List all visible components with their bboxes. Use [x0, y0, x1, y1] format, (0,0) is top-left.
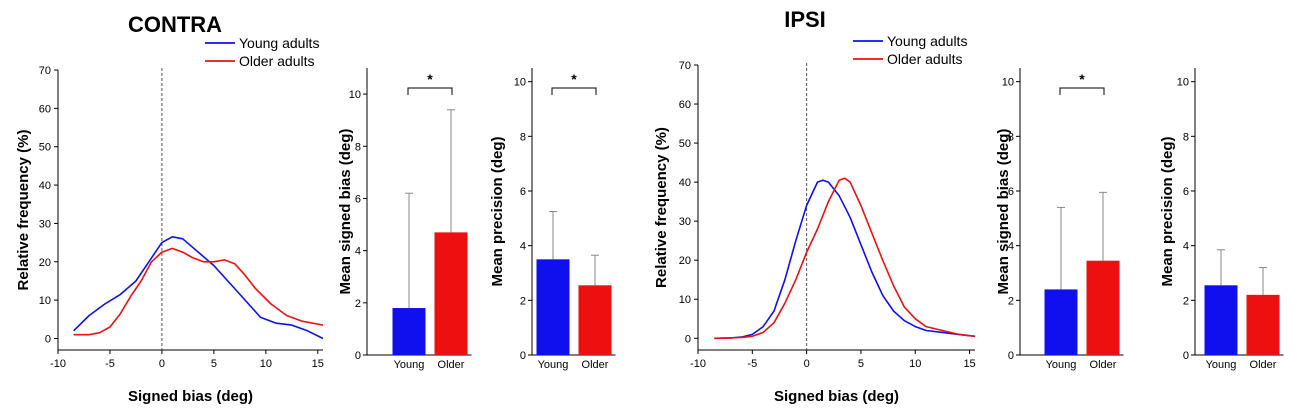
y-tick-label: 4: [355, 246, 361, 258]
significance-bracket: [551, 87, 597, 95]
y-tick-label: 2: [520, 295, 526, 307]
y-axis-label: Mean signed bias (deg): [337, 129, 354, 295]
y-tick-label: 0: [520, 350, 526, 362]
bar-young: [536, 259, 570, 355]
y-tick-label: 70: [679, 60, 691, 72]
series-young-line: [714, 179, 976, 340]
significance-star: *: [427, 71, 433, 87]
y-tick-label: 10: [1177, 77, 1189, 89]
y-axis-label: Mean precision (deg): [1159, 136, 1176, 286]
legend-older-label: Older adults: [239, 53, 314, 69]
y-tick-label: 8: [1183, 131, 1189, 143]
y-tick-label: 60: [679, 99, 691, 111]
bar-young: [392, 308, 426, 355]
y-tick-label: 50: [39, 142, 51, 154]
x-tick-label: -5: [105, 358, 115, 370]
significance-star: *: [571, 71, 577, 87]
y-tick-label: 4: [1183, 241, 1189, 253]
x-tick-label: 0: [804, 358, 810, 370]
y-tick-label: 6: [520, 186, 526, 198]
y-tick-label: 6: [355, 193, 361, 205]
y-tick-label: 8: [1008, 131, 1014, 143]
bar-older: [1086, 260, 1120, 355]
x-tick-label: -10: [690, 358, 706, 370]
y-axis-label: Relative frequency (%): [15, 130, 32, 291]
x-tick-label: 5: [858, 358, 864, 370]
panel-title-contra: CONTRA: [128, 12, 222, 37]
chart-5: 0 2 4 6 8 10 Young Older Mean precision (deg): [1159, 68, 1284, 371]
x-tick-label: 15: [963, 358, 975, 370]
category-label-older: Older: [582, 359, 609, 371]
category-label-older: Older: [1250, 359, 1277, 371]
y-tick-label: 20: [679, 255, 691, 267]
x-tick-label: 5: [211, 358, 217, 370]
legend-young-label: Young adults: [239, 35, 319, 51]
x-tick-label: -5: [747, 358, 757, 370]
y-tick-label: 30: [679, 216, 691, 228]
series-older-line: [73, 247, 324, 336]
y-tick-label: 0: [1183, 350, 1189, 362]
y-tick-label: 50: [679, 138, 691, 150]
y-tick-label: 30: [39, 218, 51, 230]
chart-0: 0 10 20 30 40 50 60 70 -10 -5 0 5 10 15 Young adults Ol…: [15, 35, 324, 405]
y-tick-label: 8: [355, 141, 361, 153]
y-tick-label: 10: [39, 295, 51, 307]
y-tick-label: 0: [1008, 350, 1014, 362]
y-axis-label: Mean precision (deg): [489, 136, 506, 286]
category-label-older: Older: [1090, 359, 1117, 371]
y-tick-label: 0: [355, 350, 361, 362]
chart-1: 0 2 4 6 8 10 Young Older * Mean signed bias (deg): [337, 68, 472, 371]
y-tick-label: 10: [514, 77, 526, 89]
category-label-young: Young: [394, 359, 425, 371]
significance-bracket: [407, 87, 453, 95]
y-tick-label: 2: [1008, 295, 1014, 307]
panel-title-ipsi: IPSI: [784, 7, 826, 32]
series-older-line: [714, 177, 976, 340]
y-tick-label: 40: [39, 180, 51, 192]
bar-older: [434, 232, 468, 355]
bar-young: [1044, 289, 1078, 355]
y-tick-label: 4: [520, 241, 526, 253]
y-axis-label: Relative frequency (%): [653, 127, 670, 288]
significance-star: *: [1079, 71, 1085, 87]
y-tick-label: 10: [1002, 77, 1014, 89]
y-tick-label: 10: [349, 89, 361, 101]
bar-older: [1246, 294, 1280, 355]
x-axis-label: Signed bias (deg): [774, 388, 899, 405]
category-label-older: Older: [438, 359, 465, 371]
y-tick-label: 0: [685, 333, 691, 345]
y-tick-label: 6: [1008, 186, 1014, 198]
y-tick-label: 8: [520, 131, 526, 143]
y-tick-label: 60: [39, 103, 51, 115]
chart-3: 0 10 20 30 40 50 60 70 -10 -5 0 5 10 15 Young adults Ol…: [653, 33, 976, 405]
bar-young: [1204, 285, 1238, 355]
y-tick-label: 10: [679, 294, 691, 306]
significance-bracket: [1059, 87, 1105, 95]
x-tick-label: 10: [909, 358, 921, 370]
y-tick-label: 2: [1183, 295, 1189, 307]
x-tick-label: 15: [312, 358, 324, 370]
x-tick-label: 10: [260, 358, 272, 370]
category-label-young: Young: [538, 359, 569, 371]
y-tick-label: 40: [679, 177, 691, 189]
category-label-young: Young: [1046, 359, 1077, 371]
y-tick-label: 70: [39, 65, 51, 77]
legend-older-label: Older adults: [887, 51, 962, 67]
category-label-young: Young: [1206, 359, 1237, 371]
x-tick-label: 0: [159, 358, 165, 370]
y-tick-label: 20: [39, 257, 51, 269]
y-tick-label: 6: [1183, 186, 1189, 198]
y-tick-label: 4: [1008, 241, 1014, 253]
y-tick-label: 2: [355, 298, 361, 310]
chart-4: 0 2 4 6 8 10 Young Older * Mean signed bias (deg): [995, 68, 1124, 371]
x-axis-label: Signed bias (deg): [128, 388, 253, 405]
chart-2: 0 2 4 6 8 10 Young Older * Mean precision (deg): [489, 68, 616, 371]
x-tick-label: -10: [50, 358, 66, 370]
y-axis-label: Mean signed bias (deg): [995, 129, 1012, 295]
y-tick-label: 0: [45, 333, 51, 345]
legend-young-label: Young adults: [887, 33, 967, 49]
bar-older: [578, 285, 612, 355]
series-young-line: [73, 236, 324, 340]
